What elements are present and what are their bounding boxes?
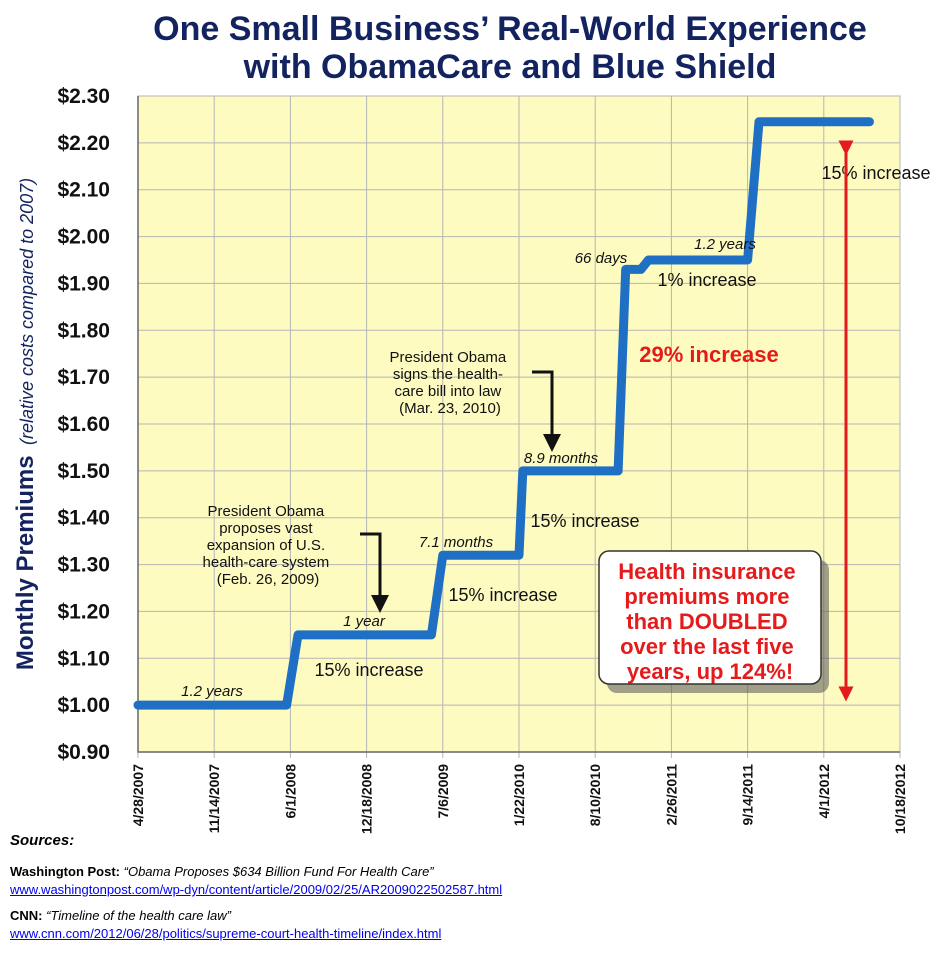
sources-heading: Sources: xyxy=(10,832,75,849)
x-tick-label: 2/26/2011 xyxy=(663,764,679,826)
duration-label-2: 1 year xyxy=(343,613,386,630)
y-axis-label-main: Monthly Premiums xyxy=(12,455,39,670)
x-tick-label: 1/22/2010 xyxy=(511,764,527,826)
event-note-2009-line: President Obama xyxy=(208,503,325,520)
event-arrow-2009 xyxy=(360,532,389,613)
callout-line: Health insurance xyxy=(618,559,795,584)
x-tick-label: 7/6/2009 xyxy=(435,764,451,819)
source-article: “Timeline of the health care law” xyxy=(46,908,231,923)
source-article: “Obama Proposes $634 Billion Fund For He… xyxy=(123,864,434,879)
y-axis-label-sub: (relative costs compared to 2007) xyxy=(17,178,37,445)
event-note-2010-line: (Mar. 23, 2010) xyxy=(399,400,501,417)
source-item: Washington Post: “Obama Proposes $634 Bi… xyxy=(10,863,930,899)
increase-label-6: 15% increase xyxy=(821,163,930,183)
duration-label-6: 1.2 years xyxy=(694,236,756,253)
increase-label-5: 1% increase xyxy=(657,270,756,290)
y-tick-label: $0.90 xyxy=(57,741,110,764)
y-tick-label: $1.90 xyxy=(57,272,110,295)
svg-text:President Obama signs th: President Obama signs the health- care b… xyxy=(390,349,511,417)
source-link[interactable]: www.washingtonpost.com/wp-dyn/content/ar… xyxy=(10,882,503,897)
svg-text:Health insurance premium: Health insurance premiums more than DOUB… xyxy=(618,559,801,684)
y-axis: $0.90 $1.00 $1.10 $1.20 $1.30 $1.40 $1.50 $1.60… xyxy=(57,85,110,764)
duration-label-5: 66 days xyxy=(575,250,628,267)
x-axis: 4/28/2007 11/14/2007 6/1/2008 12/18/2008 7/6… xyxy=(130,764,908,834)
x-tick-label: 11/14/2007 xyxy=(206,764,222,834)
axis-lines xyxy=(137,96,900,753)
increase-label-3: 15% increase xyxy=(530,511,639,531)
duration-label-4: 8.9 months xyxy=(524,450,599,467)
y-tick-label: $2.30 xyxy=(57,85,110,108)
increase-label-2: 15% increase xyxy=(448,585,557,605)
duration-label-3: 7.1 months xyxy=(419,534,494,551)
increase-label-4: 29% increase xyxy=(639,342,778,367)
event-note-2009-line: (Feb. 26, 2009) xyxy=(217,571,320,588)
y-tick-label: $1.50 xyxy=(57,460,110,483)
x-tick-label: 8/10/2010 xyxy=(587,764,603,826)
y-tick-label: $1.80 xyxy=(57,319,110,342)
y-tick-label: $1.40 xyxy=(57,507,110,530)
x-tick-label: 4/28/2007 xyxy=(130,764,146,826)
x-tick-label: 12/18/2008 xyxy=(359,764,375,834)
gridlines xyxy=(137,95,901,758)
y-tick-label: $1.60 xyxy=(57,413,110,436)
x-tick-label: 6/1/2008 xyxy=(282,764,298,819)
source-publisher: Washington Post: xyxy=(10,864,121,879)
callout-line: over the last five xyxy=(620,634,794,659)
event-arrow-2010 xyxy=(532,370,561,452)
event-note-2010-line: care bill into law xyxy=(395,383,502,400)
duration-label-1: 1.2 years xyxy=(181,683,243,700)
y-tick-label: $1.00 xyxy=(57,694,110,717)
x-tick-label: 4/1/2012 xyxy=(816,764,832,819)
x-tick-label: 10/18/2012 xyxy=(892,764,908,834)
y-tick-label: $1.70 xyxy=(57,366,110,389)
x-tick-label: 9/14/2011 xyxy=(740,764,756,826)
callout-line: than DOUBLED xyxy=(626,609,787,634)
title-line-2: with ObamaCare and Blue Shield xyxy=(243,48,777,86)
y-tick-label: $1.30 xyxy=(57,554,110,577)
callout-line: premiums more xyxy=(624,584,789,609)
y-tick-label: $2.20 xyxy=(57,132,110,155)
title-line-1: One Small Business’ Real-World Experienc… xyxy=(153,10,867,48)
y-tick-label: $1.20 xyxy=(57,600,110,623)
y-tick-label: $2.00 xyxy=(57,226,110,249)
event-note-2010: President Obama signs the health- care b… xyxy=(390,349,561,452)
source-publisher: CNN: xyxy=(10,908,43,923)
y-tick-label: $1.10 xyxy=(57,647,110,670)
event-note-2010-line: President Obama xyxy=(390,349,507,366)
sources-section: Sources: Washington Post: “Obama Propose… xyxy=(10,832,930,951)
svg-text:President Obama proposes: President Obama proposes vast expansion … xyxy=(203,503,334,588)
event-note-2010-line: signs the health- xyxy=(393,366,503,383)
event-note-2009-line: expansion of U.S. xyxy=(207,537,325,554)
callout-box: Health insurance premiums more than DOUB… xyxy=(598,550,829,693)
event-note-2009: President Obama proposes vast expansion … xyxy=(203,503,389,613)
y-tick-label: $2.10 xyxy=(57,179,110,202)
premium-series-line xyxy=(133,117,874,710)
source-link[interactable]: www.cnn.com/2012/06/28/politics/supreme-… xyxy=(10,926,442,941)
callout-line: years, up 124%! xyxy=(627,659,793,684)
event-note-2009-line: proposes vast xyxy=(219,520,313,537)
chart-title: One Small Business’ Real-World Experienc… xyxy=(100,10,920,86)
event-note-2009-line: health-care system xyxy=(203,554,330,571)
source-item: CNN: “Timeline of the health care law” w… xyxy=(10,907,930,943)
increase-label-1: 15% increase xyxy=(314,660,423,680)
y-axis-label: Monthly Premiums (relative costs compare… xyxy=(12,178,39,670)
